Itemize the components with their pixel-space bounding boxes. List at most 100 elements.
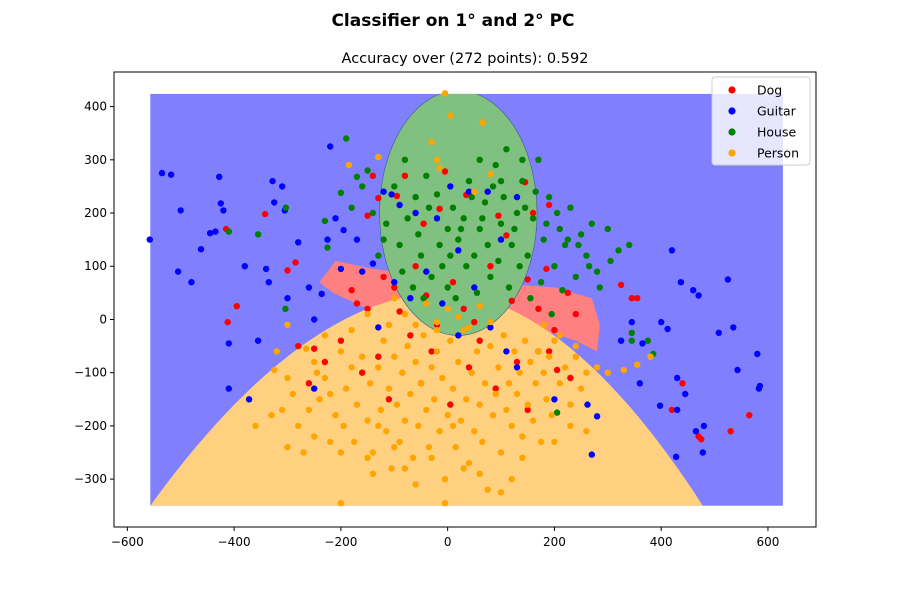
decision-regions (150, 72, 783, 506)
point-person (593, 364, 601, 371)
point-person (284, 374, 291, 382)
point-house (364, 167, 371, 174)
point-person (439, 374, 446, 382)
point-dog (698, 436, 705, 443)
point-guitar (337, 265, 345, 273)
point-person (524, 401, 531, 408)
point-dog (428, 348, 435, 355)
point-person (348, 364, 355, 371)
point-dog (284, 267, 291, 274)
point-person (620, 366, 627, 374)
point-guitar (216, 173, 223, 180)
point-house (492, 161, 499, 169)
point-dog (567, 374, 574, 382)
point-person (489, 412, 497, 419)
point-house (380, 236, 387, 243)
point-dog (348, 287, 355, 294)
legend-label-person: Person (757, 146, 799, 161)
point-house (460, 215, 467, 222)
point-person (583, 369, 590, 376)
point-house (399, 268, 406, 275)
point-dog (495, 212, 502, 219)
point-person (460, 465, 467, 472)
point-dog (572, 310, 579, 318)
point-house (628, 329, 635, 336)
point-house (225, 228, 232, 235)
point-dog (551, 326, 558, 334)
point-person (271, 366, 278, 374)
point-person (364, 310, 371, 318)
point-guitar (284, 295, 291, 302)
point-house (348, 204, 355, 211)
point-person (327, 438, 334, 446)
point-person (521, 337, 529, 344)
point-dog (449, 279, 457, 286)
point-guitar (262, 265, 270, 273)
point-house (452, 295, 459, 302)
y-tick-label: 200 (84, 206, 107, 220)
point-person (479, 119, 486, 126)
point-house (503, 146, 510, 153)
point-house (375, 252, 382, 259)
point-house (543, 220, 550, 227)
point-guitar (369, 260, 377, 267)
point-house (505, 284, 513, 291)
point-person (332, 412, 339, 419)
point-person (441, 90, 449, 97)
point-house (417, 252, 425, 259)
point-person (516, 369, 523, 376)
region-mask (150, 72, 783, 94)
point-person (305, 406, 313, 414)
point-guitar (212, 228, 219, 235)
point-person (412, 481, 419, 488)
point-house (553, 209, 561, 217)
point-person (348, 326, 355, 334)
point-dog (436, 205, 443, 212)
point-dog (375, 194, 382, 202)
point-house (409, 284, 417, 291)
point-dog (369, 172, 377, 179)
point-guitar (471, 284, 478, 291)
point-person (385, 385, 393, 392)
point-person (401, 310, 409, 318)
point-person (447, 337, 454, 344)
point-dog (476, 337, 483, 344)
point-person (311, 433, 318, 440)
point-person (487, 342, 494, 350)
plot-area (146, 72, 783, 507)
point-house (457, 225, 465, 233)
point-person (303, 345, 310, 352)
point-guitar (692, 428, 700, 435)
y-tick-label: −300 (74, 472, 107, 486)
point-house (497, 177, 505, 185)
point-person (279, 406, 286, 414)
point-house (455, 236, 462, 243)
point-person (321, 374, 329, 382)
point-person (313, 369, 321, 376)
point-house (449, 204, 457, 211)
point-house (254, 231, 262, 238)
point-person (452, 444, 459, 451)
point-person (604, 369, 611, 376)
point-guitar (724, 276, 732, 283)
point-person (481, 380, 489, 387)
point-person (385, 321, 393, 328)
region-person (150, 292, 703, 506)
point-house (524, 252, 531, 259)
point-guitar (700, 422, 708, 430)
point-person (337, 499, 345, 507)
point-house (282, 305, 289, 312)
point-person (479, 438, 486, 446)
point-house (439, 263, 446, 270)
point-dog (233, 303, 240, 310)
point-dog (487, 263, 494, 270)
point-person (647, 353, 654, 360)
point-guitar (217, 200, 224, 207)
point-guitar (617, 337, 625, 344)
point-person (463, 396, 470, 403)
point-house (628, 337, 635, 344)
point-guitar (639, 340, 646, 347)
point-house (465, 177, 473, 185)
point-person (545, 353, 553, 360)
